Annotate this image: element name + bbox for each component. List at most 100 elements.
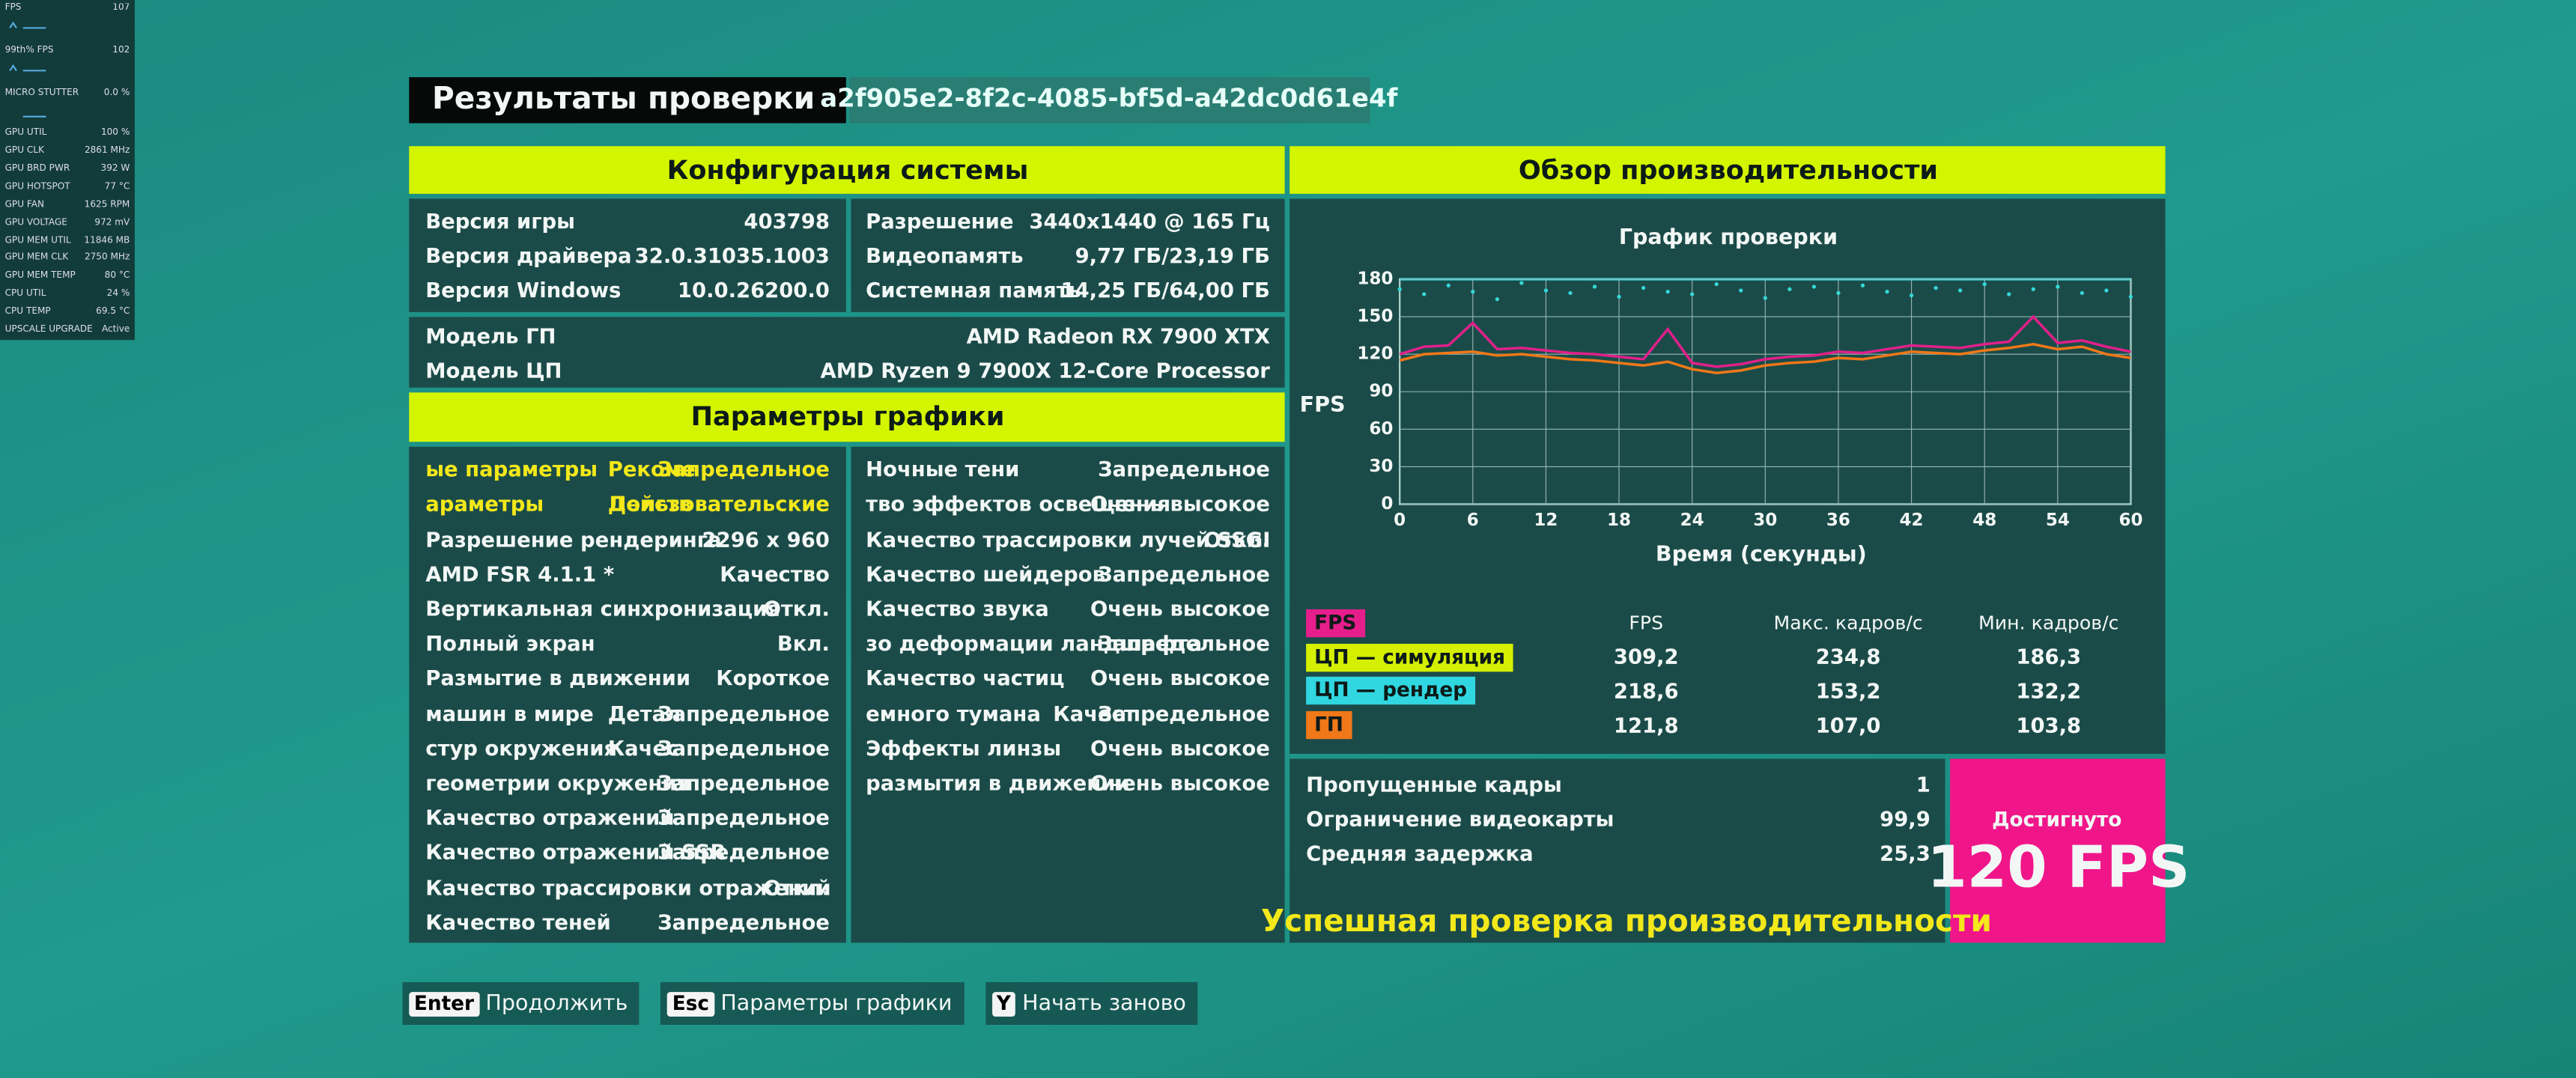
mini-graph [9,64,17,71]
button[interactable]: Y Начать заново [985,981,1198,1025]
summary-label: Пропущенные кадры [1306,772,1562,797]
setting-label: Вертикальная синхронизация [425,596,780,621]
column-header: Макс. кадров/с [1773,610,1923,634]
x-tick-label: 48 [1972,511,1996,530]
overlay-value: 972 mV [94,219,130,229]
data-point [1422,292,1427,296]
row-label: Модель ЦП [425,358,562,383]
data-point [1519,281,1524,285]
row-label: Модель ГП [425,323,556,349]
overlay-label: 99th% FPS [4,46,54,56]
performance-header [1289,146,2166,194]
setting-label: Качество отражений SSR [425,840,726,865]
overlay-label: GPU MEM CLK [4,253,69,264]
overlay-value: 1625 RPM [84,200,130,211]
id-box [849,77,1370,124]
data-point [1885,290,1889,294]
row-value: 403798 [744,209,830,234]
achieved-label: Достигнуто [1992,807,2122,831]
y-tick-label: 30 [1369,457,1393,476]
data-point [1495,297,1499,302]
setting-label: зо деформации ландшафта [866,630,1203,656]
row-value: 32.0.31035.1003 [634,243,830,269]
setting-label: Эффекты линзы [866,735,1062,761]
row-value: 3440x1440 @ 165 Гц [1029,209,1270,234]
mini-graph [9,21,17,28]
data-point [1397,287,1402,291]
graphics-header [409,392,1285,442]
system-right-panel [851,198,1285,312]
row-value: 9,77 ГБ/23,19 ГБ [1075,243,1270,269]
x-tick-label: 36 [1826,511,1850,530]
setting-label: Качество трассировки отражений [425,874,831,900]
data-point [2128,294,2133,299]
setting-value: Запредельное [1098,561,1270,586]
stat-value: 121,8 [1613,712,1679,737]
row-value: 10.0.26200.0 [677,278,830,303]
key-badge: Esc [667,991,714,1016]
setting-label: Качест [1053,700,1136,725]
button[interactable]: Esc Параметры графики [660,981,964,1025]
setting-label: стур окружения [425,735,618,761]
stat-value: 153,2 [1815,677,1881,703]
stat-value: 218,6 [1613,677,1679,703]
x-tick-label: 18 [1607,511,1631,530]
y-tick-label: 150 [1357,307,1393,326]
overlay-value: 80 °C [104,271,130,281]
x-tick-label: 0 [1394,511,1406,530]
setting-label: Ночные тени [866,457,1020,482]
system-left-panel [409,198,846,312]
setting-value: Запредельное [657,770,830,795]
achieved-value: 120 FPS [1927,835,2190,901]
data-point [1811,284,1817,289]
row-label: Версия Windows [425,278,622,303]
button-label: Начать заново [1022,991,1186,1016]
stat-value: 103,8 [2016,712,2082,737]
y-tick-label: 0 [1381,494,1393,514]
setting-value: Запредельное [657,805,830,830]
overlay-value: 11846 MB [84,237,130,247]
data-point [1787,287,1792,291]
overlay-label: GPU HOTSPOT [4,182,70,192]
data-point [1446,283,1450,287]
data-point [2056,284,2060,289]
button[interactable]: Enter Продолжить [402,981,640,1025]
setting-value: Запредельное [657,840,830,865]
row-label: Разрешение [866,209,1014,234]
x-tick-label: 42 [1900,511,1924,530]
x-tick-label: 60 [2118,511,2142,530]
setting-label: ые параметры [425,457,598,482]
setting-label: AMD FSR 4.1.1 * [425,561,615,586]
overlay-label: GPU MEM UTIL [4,237,71,247]
data-point [1568,290,1573,295]
data-point [1617,294,1621,299]
legend-badge: FPS [1306,608,1365,637]
achieved-panel [1950,758,2166,943]
data-point [1714,282,1719,287]
page-title: Результаты проверки [431,82,815,117]
setting-label: Качество трассировки лучей SSGI [866,526,1271,552]
summary-panel [1289,758,1945,943]
setting-value: 2296 x 960 [702,526,830,552]
overlay-value: Active [101,325,130,335]
setting-value: Очень высокое [1090,770,1270,795]
system-header [409,146,1285,194]
button-label: Продолжить [485,991,628,1016]
overlay-value: 69.5 °C [96,307,130,317]
setting-value: Запредельное [657,910,830,934]
overlay-label: MICRO STUTTER [4,88,79,99]
data-point [1933,286,1938,290]
row-label: Видеопамять [866,243,1024,269]
overlay-label: CPU UTIL [4,289,46,299]
y-axis-label: FPS [1300,392,1346,417]
legend-badge: ЦП — симуляция [1306,642,1513,672]
x-tick-label: 30 [1753,511,1777,530]
title-box [409,77,846,124]
setting-label: араметры [425,491,544,517]
setting-label: Качество шейдеров [866,561,1105,586]
data-point [1909,293,1914,298]
key-badge: Enter [409,991,479,1016]
legend-badge: ЦП — рендер [1306,677,1476,705]
